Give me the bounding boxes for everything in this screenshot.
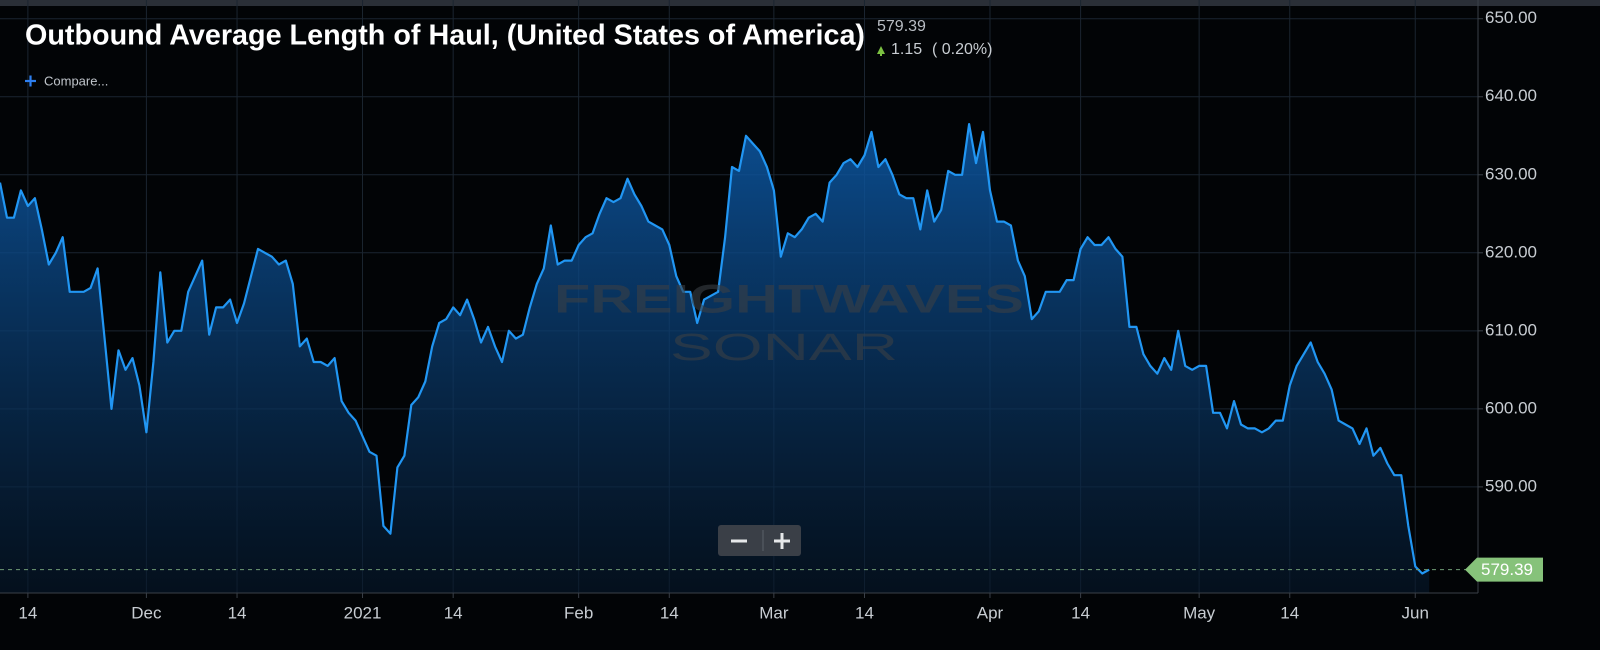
watermark-sub: SONAR (670, 327, 898, 369)
line (0, 123, 1430, 575)
header-value: 579.39 (877, 18, 926, 35)
y-tick-label: 590.00 (1485, 476, 1537, 495)
x-tick-label: Feb (564, 603, 593, 622)
x-tick-label: 14 (855, 603, 874, 622)
x-tick-label: 14 (228, 603, 247, 622)
y-tick-label: 630.00 (1485, 164, 1537, 183)
y-tick-label: 620.00 (1485, 242, 1537, 261)
x-tick-label: Apr (977, 603, 1004, 622)
x-tick-label: 2021 (344, 603, 382, 622)
y-tick-label: 600.00 (1485, 398, 1537, 417)
x-tick-label: 14 (660, 603, 679, 622)
chart-title: Outbound Average Length of Haul, (United… (25, 20, 865, 52)
change-percent: ( 0.20%) (932, 41, 992, 58)
overlay: 579.39 (0, 557, 1543, 582)
zoom-controls (718, 525, 801, 556)
last-value-label: 579.39 (1481, 560, 1533, 579)
x-tick-label: Mar (759, 603, 789, 622)
x-tick-label: 14 (1280, 603, 1299, 622)
last-value-tag (1465, 557, 1543, 582)
plot (0, 123, 1430, 593)
area (0, 124, 1430, 593)
compare-button[interactable]: Compare... (25, 73, 108, 88)
x-tick-label: Dec (131, 603, 162, 622)
x-tick-label: May (1183, 603, 1216, 622)
compare-label[interactable]: Compare... (44, 73, 108, 88)
zoom-box (718, 525, 801, 556)
change: 1.15 (891, 41, 922, 58)
watermark: FREIGHTWAVES (554, 278, 1024, 322)
y-tick-label: 650.00 (1485, 8, 1537, 27)
x-tick-label: 14 (18, 603, 37, 622)
x-tick-label: Jun (1402, 603, 1429, 622)
y-tick-label: 640.00 (1485, 86, 1537, 105)
x-tick-label: 14 (444, 603, 463, 622)
top-strip (0, 0, 1600, 6)
x-tick-label: 14 (1071, 603, 1090, 622)
y-tick-label: 610.00 (1485, 320, 1537, 339)
grid: 590.00 600.00 610.00 620.00 630.00 640.00 650.… (0, 0, 1537, 622)
zoom-in[interactable] (774, 533, 790, 549)
